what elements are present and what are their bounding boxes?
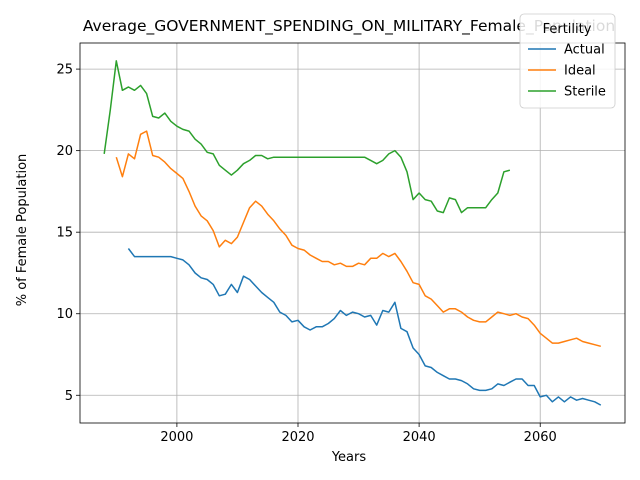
- plot-frame: [79, 42, 626, 424]
- legend-label-ideal: Ideal: [564, 64, 596, 79]
- legend-title: Fertility: [543, 22, 592, 37]
- chart-title: Average_GOVERNMENT_SPENDING_ON_MILITARY_…: [83, 17, 615, 36]
- y-tick-label: 5: [65, 389, 73, 404]
- y-tick-label: 20: [56, 144, 73, 159]
- y-tick-label: 10: [56, 307, 73, 322]
- legend: Fertility Actual Ideal Sterile: [519, 13, 616, 109]
- y-axis-ticks: 5 10 15 20 25: [56, 63, 80, 404]
- x-tick-label: 2040: [403, 430, 436, 445]
- x-axis-label: Years: [331, 450, 367, 465]
- x-tick-label: 2020: [281, 430, 314, 445]
- y-tick-label: 15: [56, 226, 73, 241]
- series-line-ideal: [115, 130, 601, 348]
- x-tick-label: 2000: [160, 430, 193, 445]
- series-line-actual: [127, 248, 602, 406]
- y-tick-label: 25: [56, 63, 73, 78]
- legend-box: [519, 13, 616, 109]
- series-lines: [103, 60, 602, 406]
- legend-label-sterile: Sterile: [564, 85, 606, 100]
- x-tick-label: 2060: [524, 430, 557, 445]
- y-axis-label: % of Female Population: [15, 154, 30, 307]
- series-line-sterile: [103, 60, 511, 214]
- legend-entries: Actual Ideal Sterile: [528, 43, 606, 100]
- x-axis-ticks: 2000 2020 2040 2060: [160, 423, 557, 445]
- legend-label-actual: Actual: [564, 43, 605, 58]
